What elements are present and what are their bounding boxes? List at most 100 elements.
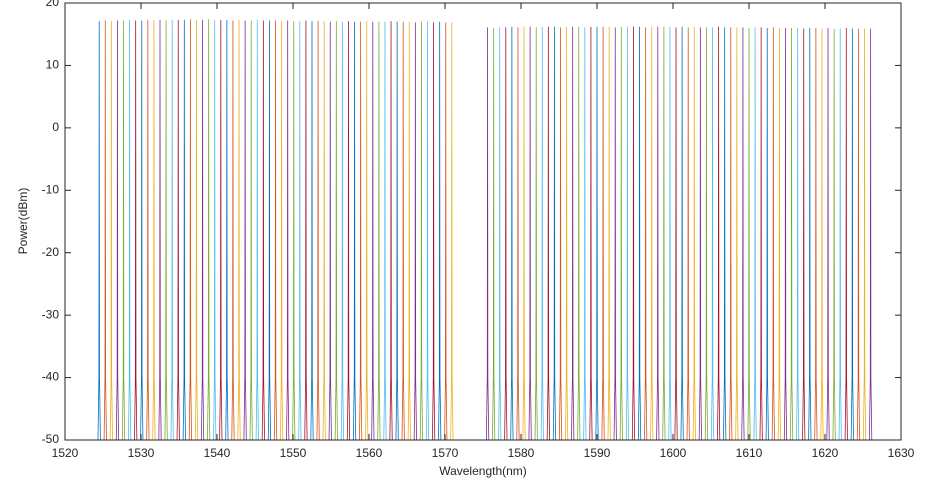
channel-peak xyxy=(765,27,769,441)
channel-peak xyxy=(450,22,454,441)
y-tick-label: 10 xyxy=(46,58,60,72)
channel-peak xyxy=(692,26,696,441)
x-axis-label: Wavelength(nm) xyxy=(439,464,527,478)
channel-peak xyxy=(267,20,272,441)
channel-peak xyxy=(753,27,757,441)
channel-peak xyxy=(729,27,733,441)
y-tick-label: -30 xyxy=(42,307,60,321)
channel-peak xyxy=(128,19,132,441)
channel-peak xyxy=(844,27,848,441)
y-tick-label: -10 xyxy=(42,182,60,196)
channel-peak xyxy=(134,20,138,441)
y-tick-label: -20 xyxy=(42,245,60,259)
channel-peak xyxy=(261,20,265,441)
x-tick-label: 1560 xyxy=(356,446,383,460)
channel-peak xyxy=(577,26,581,441)
channel-peak xyxy=(644,27,648,441)
channel-peak xyxy=(814,27,818,441)
channel-peak xyxy=(625,26,629,441)
channel-peak xyxy=(194,19,199,441)
channel-peak xyxy=(359,21,363,441)
channel-peak xyxy=(310,21,314,441)
channel-peak xyxy=(219,19,223,441)
channel-peak xyxy=(225,19,229,441)
channel-peak xyxy=(637,26,642,441)
channel-peak xyxy=(346,21,351,441)
channel-peak xyxy=(401,21,405,441)
channel-peak xyxy=(371,21,375,441)
channel-peak xyxy=(365,21,369,441)
channel-peak xyxy=(662,26,666,441)
channel-peak xyxy=(546,26,550,441)
channel-peak xyxy=(771,27,775,441)
channel-peak xyxy=(698,27,702,441)
channel-peak xyxy=(710,27,715,441)
channel-peak xyxy=(328,21,332,441)
channel-peak xyxy=(747,27,751,441)
channel-peak xyxy=(802,28,806,441)
channel-peak xyxy=(213,19,217,441)
channel-peak xyxy=(534,27,538,441)
channel-peak xyxy=(103,20,107,441)
channel-peak xyxy=(571,26,575,441)
x-tick-label: 1630 xyxy=(888,446,915,460)
channel-peak xyxy=(207,19,211,441)
channel-peak xyxy=(504,27,508,441)
x-tick-label: 1570 xyxy=(432,446,459,460)
channel-peak xyxy=(613,27,617,441)
channel-peak xyxy=(869,28,873,441)
x-tick-label: 1600 xyxy=(660,446,687,460)
plot-area xyxy=(97,19,873,441)
channel-peak xyxy=(595,26,599,441)
channel-peak xyxy=(425,21,430,441)
x-tick-label: 1520 xyxy=(52,446,79,460)
channel-peak xyxy=(438,21,442,441)
channel-peak xyxy=(820,28,824,441)
channel-peak xyxy=(97,21,101,441)
channel-peak xyxy=(619,26,623,441)
channel-peak xyxy=(176,19,180,441)
channel-peak xyxy=(510,26,514,441)
channel-peak xyxy=(413,22,417,441)
y-tick-label: -50 xyxy=(42,432,60,446)
channel-peak xyxy=(377,21,381,441)
channel-peak xyxy=(334,21,338,441)
channel-peak xyxy=(850,28,854,441)
y-tick-label: 20 xyxy=(46,0,60,9)
channel-peak xyxy=(589,26,593,441)
channel-peak xyxy=(856,28,861,441)
channel-peak xyxy=(777,27,781,441)
channel-peak xyxy=(796,27,800,441)
channel-peak xyxy=(808,27,812,441)
channel-peak xyxy=(395,21,399,441)
channel-peak xyxy=(485,27,490,441)
axes-box xyxy=(64,2,902,441)
channel-peak xyxy=(656,26,660,441)
channel-peak xyxy=(522,26,526,441)
channel-peak xyxy=(304,20,308,441)
channel-peak xyxy=(444,22,448,441)
channel-peak xyxy=(516,27,520,441)
channel-peak xyxy=(237,19,241,441)
channel-peak xyxy=(650,26,654,441)
channel-peak xyxy=(717,26,721,441)
channel-peak xyxy=(389,21,393,441)
channel-peak xyxy=(759,27,763,441)
channel-peak xyxy=(280,21,284,441)
y-axis-label: Power(dBm) xyxy=(16,188,30,255)
channel-peak xyxy=(583,27,587,441)
channel-peak xyxy=(182,19,186,441)
channel-peak xyxy=(407,21,411,441)
channel-peak xyxy=(631,26,636,441)
channel-peak xyxy=(255,19,259,441)
channel-peak xyxy=(109,21,113,441)
channel-peak xyxy=(146,19,150,441)
channel-peak xyxy=(200,19,205,441)
channel-peak xyxy=(492,27,496,441)
x-tick-label: 1550 xyxy=(280,446,307,460)
channel-peak xyxy=(674,27,678,441)
x-tick-label: 1620 xyxy=(812,446,839,460)
x-tick-label: 1580 xyxy=(508,446,535,460)
channel-peak xyxy=(249,20,253,441)
